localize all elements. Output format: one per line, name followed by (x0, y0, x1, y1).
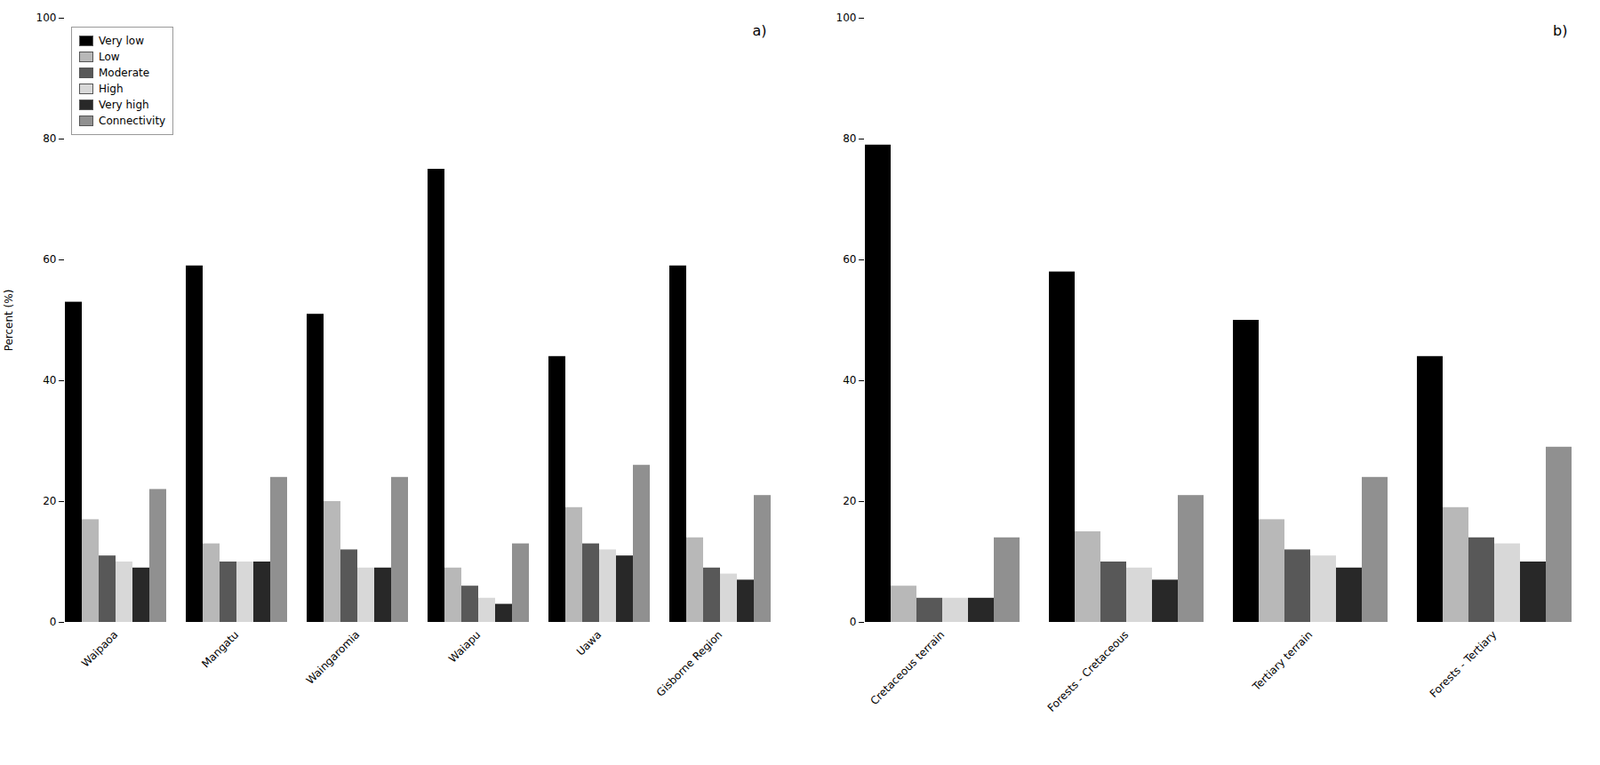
svg-text:20: 20 (42, 495, 56, 508)
svg-text:100: 100 (36, 11, 57, 24)
svg-text:Cretaceous terrain: Cretaceous terrain (868, 628, 948, 708)
svg-text:Waiapu: Waiapu (446, 628, 483, 665)
svg-text:Percent (%): Percent (%) (2, 289, 16, 352)
html-text:High: High (98, 82, 124, 96)
svg-text:40: 40 (842, 374, 856, 387)
svg-text:80: 80 (842, 132, 856, 145)
svg-text:b): b) (1552, 22, 1568, 40)
svg-text:0: 0 (49, 616, 57, 629)
svg-text:100: 100 (836, 11, 857, 24)
svg-text:20: 20 (842, 495, 856, 508)
svg-text:Waingaromia: Waingaromia (304, 628, 363, 688)
svg-text:80: 80 (42, 132, 56, 145)
svg-text:Uawa: Uawa (574, 628, 604, 658)
svg-text:40: 40 (42, 374, 56, 387)
html-text:Connectivity: Connectivity (98, 114, 166, 128)
svg-text:a): a) (752, 22, 767, 40)
svg-text:Waipaoa: Waipaoa (79, 628, 120, 670)
svg-text:Gisborne Region: Gisborne Region (654, 628, 726, 700)
html-text:Low: Low (98, 50, 120, 64)
svg-text:Mangatu: Mangatu (199, 628, 241, 671)
html-text:Moderate: Moderate (98, 66, 150, 80)
svg-text:Forests - Cretaceous: Forests - Cretaceous (1045, 628, 1132, 715)
html-text:Very high: Very high (98, 98, 150, 112)
svg-text:Forests - Tertiary: Forests - Tertiary (1427, 628, 1500, 701)
svg-text:Tertiary terrain: Tertiary terrain (1249, 628, 1315, 694)
html-text:Very low: Very low (98, 34, 144, 48)
svg-text:60: 60 (842, 253, 856, 266)
svg-text:0: 0 (849, 616, 857, 629)
svg-text:60: 60 (42, 253, 56, 266)
